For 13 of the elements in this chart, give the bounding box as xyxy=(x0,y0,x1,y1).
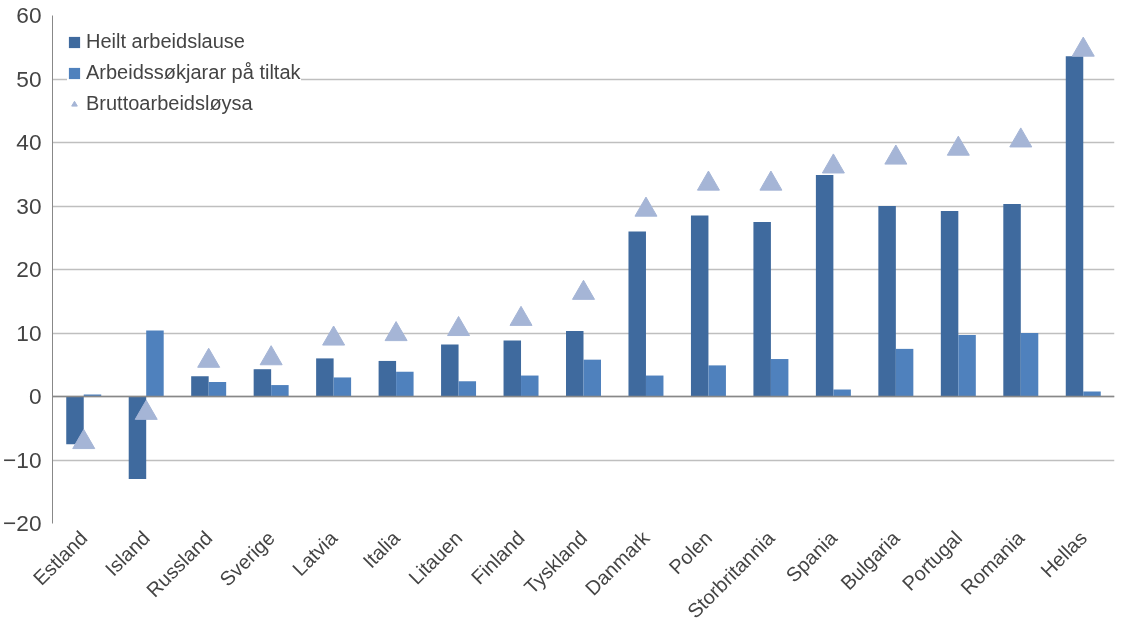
y-tick-label: 30 xyxy=(16,192,42,219)
y-tick-label: 0 xyxy=(28,383,42,409)
y-tick-label: 50 xyxy=(16,65,42,92)
legend-label: Bruttoarbeidsløysa xyxy=(86,92,253,115)
y-tick-label: 10 xyxy=(16,319,42,346)
y-tick-label: 40 xyxy=(16,129,42,155)
y-tick-label: 20 xyxy=(16,256,42,282)
legend-label: Heilt arbeidslause xyxy=(86,30,245,53)
y-tick-label: −20 xyxy=(3,510,42,536)
y-tick-label: 60 xyxy=(16,2,42,28)
legend-label: Arbeidssøkjarar på tiltak xyxy=(86,61,301,84)
x-tick-label: Italia xyxy=(358,526,405,573)
y-tick-label: −10 xyxy=(3,446,42,473)
